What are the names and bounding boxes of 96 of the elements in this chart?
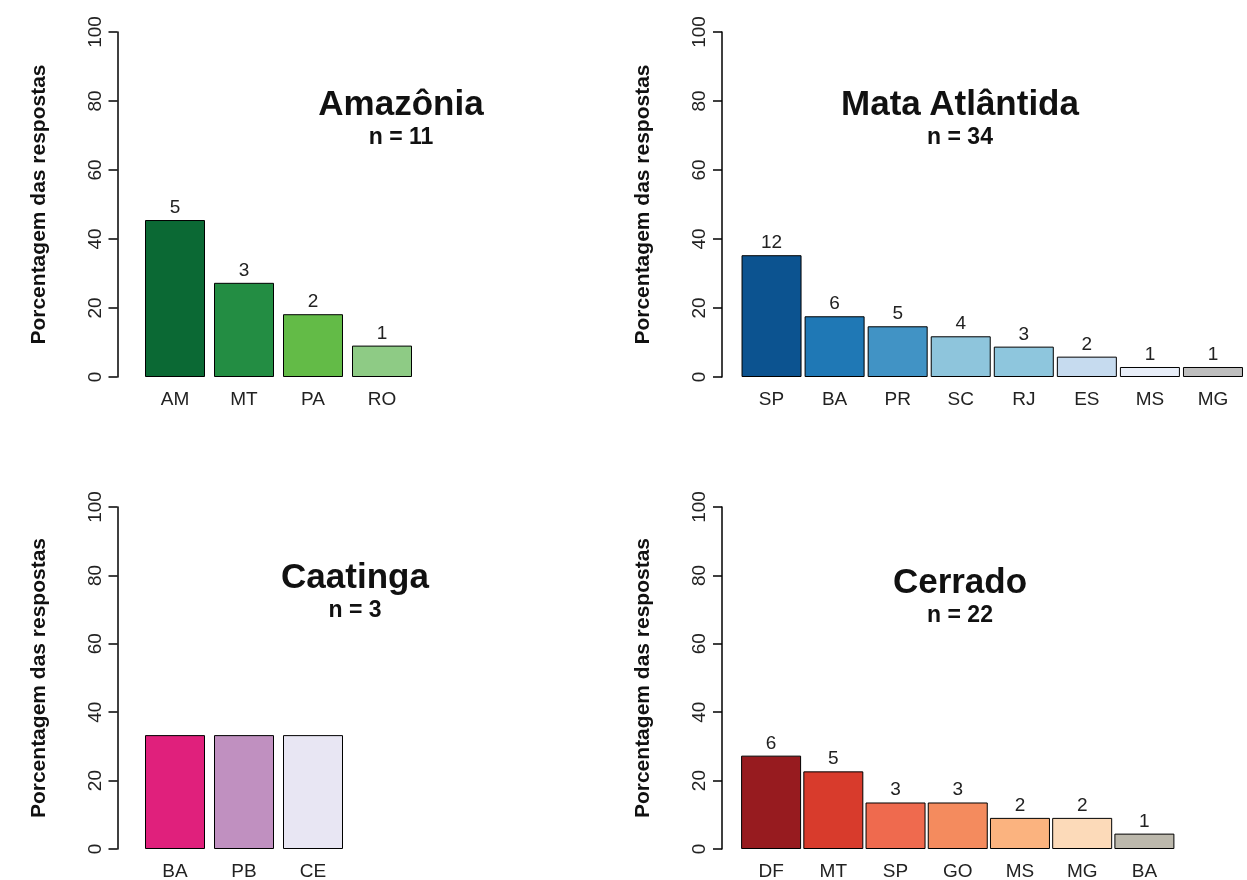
- y-tick-label: 100: [83, 16, 105, 48]
- x-tick-label: BA: [162, 860, 188, 880]
- y-tick-label: 0: [688, 371, 709, 383]
- bar: [803, 771, 864, 849]
- x-tick-label: RO: [367, 388, 397, 409]
- y-tick-label: 0: [83, 843, 105, 855]
- y-tick-label: 40: [83, 228, 105, 250]
- y-tick-label: 80: [83, 564, 105, 586]
- bar: [214, 282, 274, 377]
- y-tick-label: 20: [83, 297, 105, 319]
- annotation: 1: [376, 321, 388, 343]
- bar: [741, 255, 802, 377]
- annotation: 5: [828, 747, 839, 769]
- x-tick-label: MG: [1066, 860, 1098, 880]
- x-tick-label: MT: [230, 388, 259, 409]
- x-tick-label: DF: [758, 860, 784, 880]
- y-tick-label: 80: [688, 564, 709, 586]
- y-tick-label: 40: [688, 701, 709, 723]
- y-axis-title: Porcentagem das respostas: [630, 64, 653, 345]
- annotation: 1: [1207, 342, 1219, 364]
- text: n = 34: [927, 122, 994, 149]
- annotation: 3: [238, 258, 250, 280]
- annotation: 12: [760, 231, 783, 253]
- bar: [145, 220, 205, 377]
- bar: [867, 326, 928, 377]
- bar: [741, 755, 802, 849]
- x-tick-label: SP: [758, 388, 785, 409]
- bar: [989, 817, 1050, 849]
- text: Mata Atlântida: [841, 83, 1080, 122]
- y-tick-label: 80: [688, 90, 709, 112]
- bar: [1056, 356, 1117, 377]
- y-axis-title: Porcentagem das respostas: [25, 64, 49, 345]
- text: n = 22: [927, 600, 993, 627]
- annotation: 2: [1081, 332, 1093, 354]
- annotation: 2: [1014, 793, 1026, 815]
- x-tick-label: PR: [884, 388, 911, 409]
- y-tick-label: 100: [688, 16, 709, 48]
- annotation: 6: [829, 292, 840, 314]
- bar: [1182, 367, 1243, 377]
- bar: [1052, 817, 1113, 849]
- y-tick-label: 20: [688, 297, 709, 319]
- annotation: 4: [955, 312, 967, 334]
- text: n = 3: [328, 595, 382, 622]
- y-tick-label: 100: [688, 491, 709, 523]
- x-tick-label: SP: [882, 860, 909, 880]
- annotation: 5: [892, 302, 903, 324]
- annotation: 1: [1139, 809, 1150, 831]
- y-axis-title: Porcentagem das respostas: [25, 537, 49, 819]
- bar: [1119, 367, 1180, 377]
- y-tick-label: 60: [83, 633, 105, 655]
- x-tick-label: MT: [819, 860, 848, 880]
- y-tick-label: 20: [688, 770, 709, 792]
- bar: [993, 346, 1054, 377]
- x-tick-label: BA: [1131, 860, 1158, 880]
- text: n = 11: [368, 122, 434, 149]
- x-tick-label: MS: [1135, 388, 1165, 409]
- x-tick-label: AM: [160, 388, 190, 409]
- x-tick-label: PB: [231, 860, 257, 880]
- annotation: 2: [1076, 793, 1088, 815]
- x-tick-label: PA: [301, 388, 326, 409]
- x-tick-label: ES: [1074, 388, 1100, 409]
- y-tick-label: 0: [83, 371, 105, 383]
- x-tick-label: BA: [821, 388, 848, 409]
- bar: [865, 802, 926, 849]
- y-axis-title: Porcentagem das respostas: [630, 537, 653, 819]
- annotation: 2: [307, 290, 319, 312]
- annotation: 3: [890, 778, 901, 800]
- bar: [283, 314, 343, 377]
- annotation: 5: [169, 196, 181, 218]
- annotation: 6: [765, 731, 777, 753]
- y-tick-label: 40: [83, 701, 105, 723]
- annotation: 3: [952, 778, 964, 800]
- bar: [804, 316, 865, 377]
- y-tick-label: 20: [83, 770, 105, 792]
- bar: [930, 336, 991, 377]
- x-tick-label: MS: [1005, 860, 1035, 880]
- x-tick-label: RJ: [1012, 388, 1036, 409]
- bar: [352, 345, 412, 377]
- text: Amazônia: [318, 83, 485, 122]
- y-tick-label: 60: [688, 159, 709, 181]
- x-tick-label: CE: [299, 860, 327, 880]
- y-tick-label: 0: [688, 843, 709, 855]
- x-tick-label: GO: [942, 860, 973, 880]
- y-tick-label: 60: [83, 159, 105, 181]
- bar: [1114, 833, 1175, 849]
- text: Caatinga: [281, 556, 430, 595]
- bar: [927, 802, 988, 849]
- annotation: 1: [1144, 342, 1156, 364]
- y-tick-label: 80: [83, 90, 105, 112]
- y-tick-label: 60: [688, 633, 709, 655]
- x-tick-label: MG: [1197, 388, 1229, 409]
- y-tick-label: 100: [83, 491, 105, 523]
- annotation: 3: [1018, 322, 1030, 344]
- x-tick-label: SC: [947, 388, 974, 409]
- text: Cerrado: [892, 561, 1028, 600]
- y-tick-label: 40: [688, 228, 709, 250]
